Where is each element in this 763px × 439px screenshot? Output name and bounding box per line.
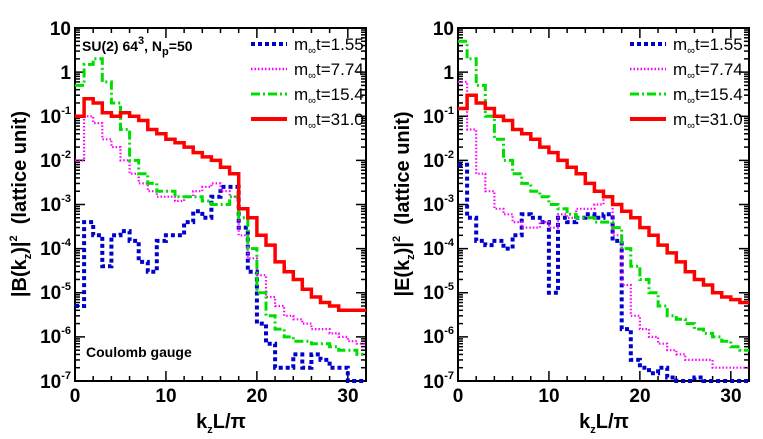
right-y-tick-label-2: 10-1: [423, 105, 454, 128]
left-series-3-line: [75, 96, 366, 313]
left-y-tick-label-2: 10-1: [40, 105, 71, 128]
left-annotation-lattice: SU(2) 643, Np=50: [82, 35, 193, 58]
left-y-tick-label-0: 10: [50, 19, 71, 40]
left-legend-label-1: m∞t=7.74: [294, 60, 364, 82]
left-y-tick-label-5: 10-4: [40, 237, 72, 260]
left-y-tick-label-7: 10-6: [40, 325, 71, 348]
left-legend: m∞t=1.55 m∞t=7.74 m∞t=15.4 m∞t=31.0: [251, 35, 364, 132]
left-x-axis-label: kzL/π: [196, 411, 246, 436]
left-annotation-gauge: Coulomb gauge: [86, 344, 192, 360]
right-y-tick-label-1: 1: [443, 63, 454, 84]
right-legend-label-0: m∞t=1.55: [673, 35, 743, 57]
left-x-tick-label-0: 0: [70, 386, 81, 407]
left-y-tick-label-3: 10-2: [40, 149, 71, 172]
right-y-tick-labels: 10 1 10-1 10-2 10-3 10-4 10-5 10-6 10-7: [423, 19, 455, 393]
left-series-1-line: [75, 115, 366, 345]
right-axis-ticks: [457, 27, 750, 382]
left-series-0-line: [75, 184, 366, 383]
right-y-axis-label: |E(kz)|2 (lattice unit): [391, 111, 417, 296]
right-series-3-line: [458, 93, 749, 305]
right-series-1-line: [458, 80, 749, 369]
right-y-tick-label-3: 10-2: [423, 149, 454, 172]
left-panel: 10 1 10-1 10-2 10-3 10-4 10-5 10-6 10-7 …: [8, 19, 367, 436]
left-y-tick-labels: 10 1 10-1 10-2 10-3 10-4 10-5 10-6 10-7: [40, 19, 72, 393]
right-series-2-line: [458, 39, 749, 352]
right-plot-frame: [457, 27, 750, 382]
right-legend-label-1: m∞t=7.74: [673, 60, 743, 82]
left-x-tick-label-30: 30: [337, 386, 358, 407]
right-legend: m∞t=1.55 m∞t=7.74 m∞t=15.4 m∞t=31.0: [630, 35, 743, 132]
left-y-tick-label-4: 10-3: [40, 193, 71, 216]
left-y-tick-label-1: 1: [60, 63, 71, 84]
right-panel: 10 1 10-1 10-2 10-3 10-4 10-5 10-6 10-7 …: [391, 19, 750, 436]
right-x-tick-label-30: 30: [720, 386, 741, 407]
right-x-tick-label-10: 10: [538, 386, 559, 407]
right-legend-label-2: m∞t=15.4: [673, 85, 743, 107]
right-x-axis-label: kzL/π: [579, 411, 629, 436]
left-x-tick-labels: 0 10 20 30: [70, 386, 359, 407]
right-series-0-line: [458, 162, 749, 383]
right-x-tick-label-20: 20: [629, 386, 650, 407]
right-x-tick-labels: 0 10 20 30: [453, 386, 742, 407]
left-legend-label-3: m∞t=31.0: [294, 110, 364, 132]
right-series-group: [458, 39, 749, 383]
left-legend-label-0: m∞t=1.55: [294, 35, 364, 57]
left-x-tick-label-20: 20: [246, 386, 267, 407]
right-y-tick-label-5: 10-4: [423, 237, 455, 260]
right-y-tick-label-6: 10-5: [423, 281, 454, 304]
left-legend-label-2: m∞t=15.4: [294, 85, 364, 107]
left-axis-ticks: [74, 27, 367, 382]
right-x-tick-label-0: 0: [453, 386, 464, 407]
left-y-tick-label-8: 10-7: [40, 370, 71, 393]
right-legend-label-3: m∞t=31.0: [673, 110, 743, 132]
right-y-tick-label-7: 10-6: [423, 325, 454, 348]
right-y-tick-label-8: 10-7: [423, 370, 454, 393]
left-y-tick-label-6: 10-5: [40, 281, 71, 304]
right-y-tick-label-0: 10: [433, 19, 454, 40]
left-x-tick-label-10: 10: [155, 386, 176, 407]
right-y-tick-label-4: 10-3: [423, 193, 454, 216]
left-y-axis-label: |B(kz)|2 (lattice unit): [8, 111, 34, 297]
left-series-group: [75, 57, 366, 383]
